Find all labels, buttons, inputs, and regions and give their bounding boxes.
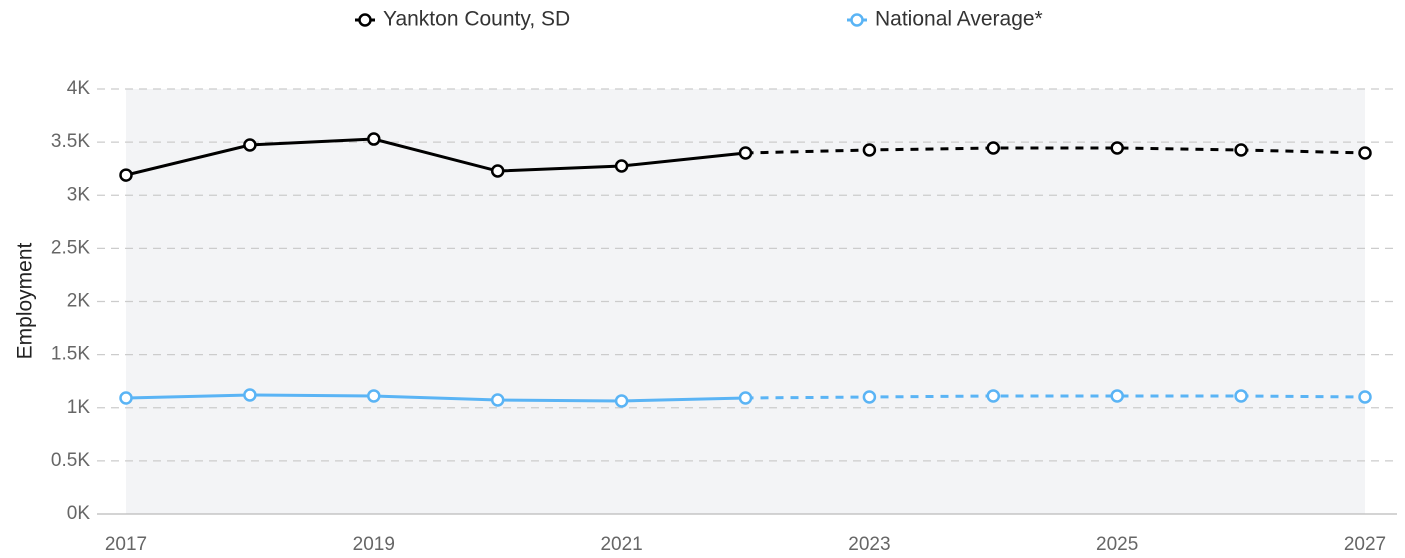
series-line <box>745 394 1366 400</box>
point <box>490 393 505 407</box>
point <box>1110 389 1124 403</box>
y-tick-label: 3K <box>67 184 91 205</box>
y-tick-label: 2.5K <box>51 237 90 258</box>
y-tick-label: 1.5K <box>51 344 90 365</box>
legend-label: National Average* <box>875 8 1043 31</box>
series-line <box>125 393 746 403</box>
point <box>986 141 1001 155</box>
legend-item: National Average* <box>847 8 1043 31</box>
point <box>1234 143 1248 157</box>
x-tick-label: 2021 <box>600 534 642 555</box>
series-line <box>745 146 1366 155</box>
point <box>738 146 753 160</box>
y-tick-label: 2K <box>67 291 91 312</box>
point <box>986 389 1001 403</box>
y-axis-label: Employment <box>14 242 37 359</box>
point <box>862 143 877 157</box>
x-tick-label: 2023 <box>848 534 890 555</box>
point <box>614 159 629 173</box>
point <box>243 388 257 402</box>
x-tick-label: 2017 <box>105 534 147 555</box>
y-tick-label: 3.5K <box>51 131 90 152</box>
legend: Yankton County, SD National Average* <box>355 8 1043 31</box>
point <box>119 168 133 182</box>
x-tick-label: 2019 <box>353 534 395 555</box>
point <box>1110 141 1124 155</box>
point <box>367 389 381 403</box>
x-tick-label: 2025 <box>1096 534 1138 555</box>
legend-label: Yankton County, SD <box>383 8 570 31</box>
legend-item: Yankton County, SD <box>355 8 570 31</box>
y-tick-label: 4K <box>67 78 91 99</box>
series-line <box>125 137 746 177</box>
legend-swatch <box>358 13 372 27</box>
x-tick-label: 2027 <box>1344 534 1386 555</box>
point <box>1358 390 1372 404</box>
point <box>1234 389 1248 403</box>
point <box>243 138 257 152</box>
y-tick-label: 0K <box>67 503 91 524</box>
point <box>614 394 629 408</box>
y-tick-label: 1K <box>67 397 91 418</box>
point <box>367 132 381 146</box>
legend-swatch <box>850 13 864 27</box>
point <box>1358 146 1372 160</box>
point <box>738 391 753 405</box>
y-tick-label: 0.5K <box>51 450 90 471</box>
point <box>862 390 877 404</box>
point <box>490 164 505 178</box>
point <box>119 391 133 405</box>
